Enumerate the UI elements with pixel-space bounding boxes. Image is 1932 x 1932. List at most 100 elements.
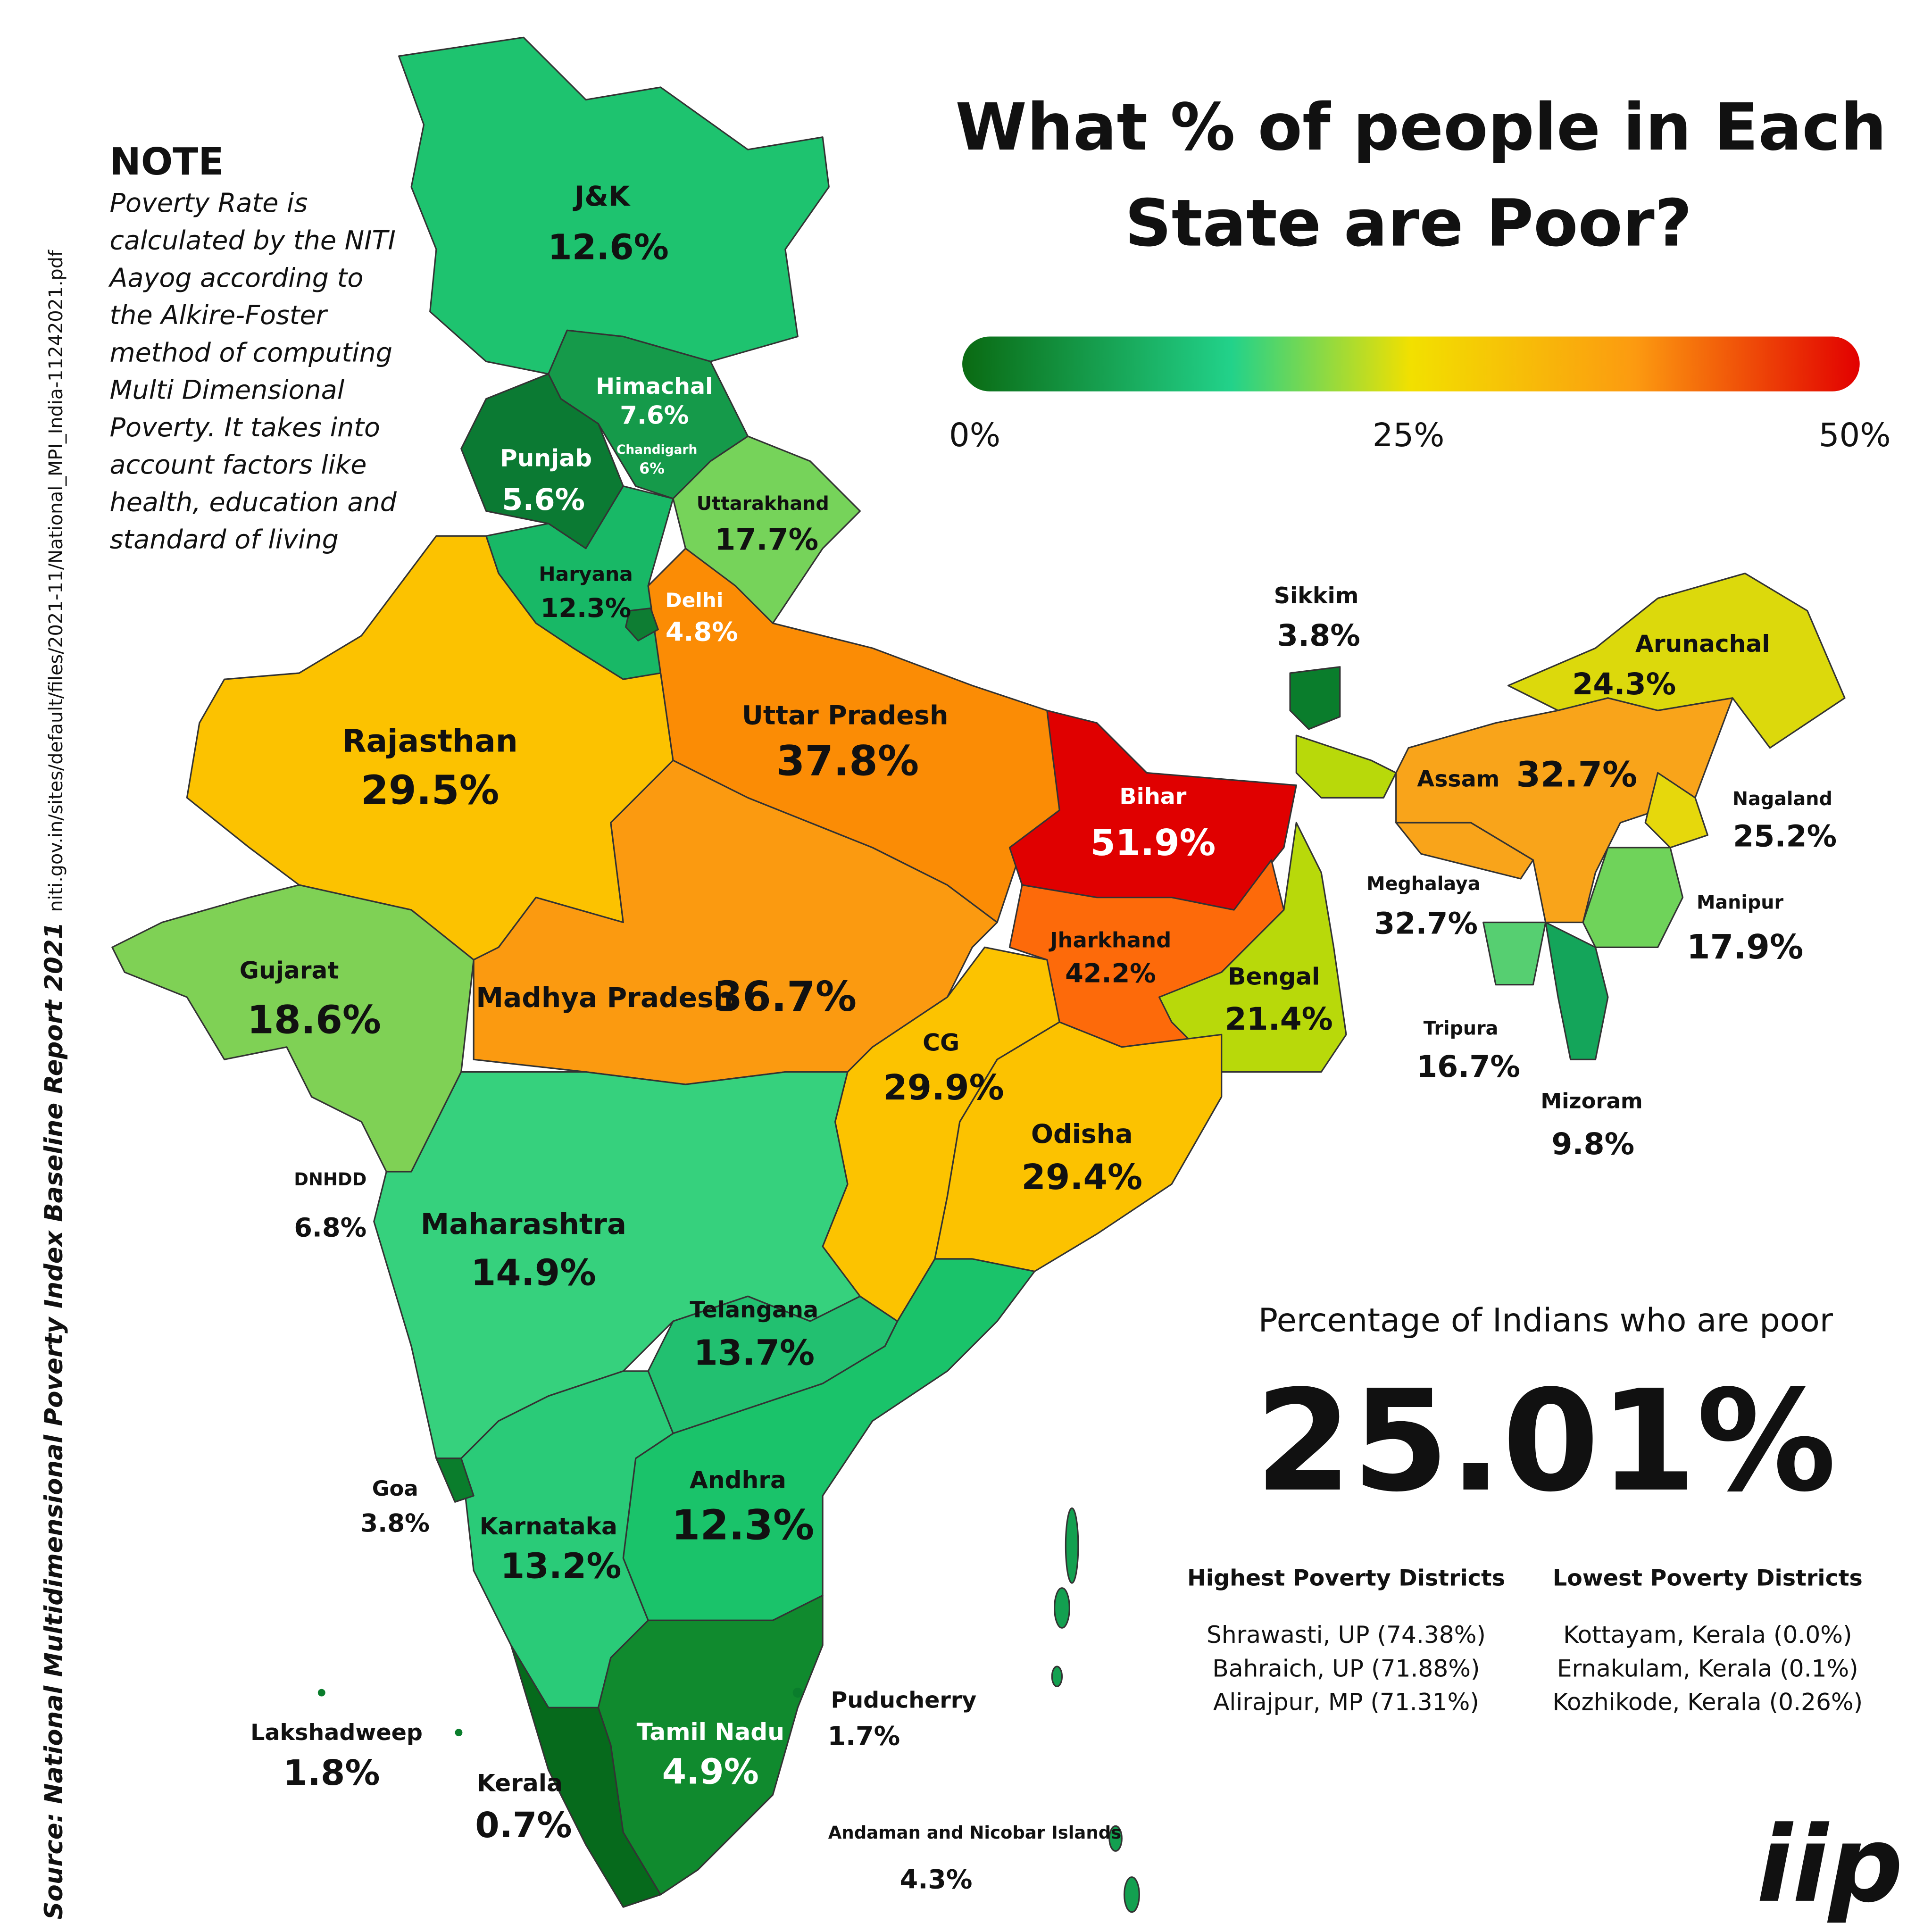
title: What % of people in Each bbox=[955, 90, 1886, 165]
region-name: J&K bbox=[573, 180, 631, 212]
region-value: 0.7% bbox=[475, 1805, 572, 1846]
region-value: 32.7% bbox=[1374, 906, 1478, 941]
region-name: Haryana bbox=[539, 562, 633, 585]
district-item: Alirajpur, MP (71.31%) bbox=[1213, 1688, 1479, 1716]
region-tripura bbox=[1482, 921, 1547, 986]
region-value: 37.8% bbox=[776, 737, 919, 785]
region-sikkim bbox=[1289, 666, 1341, 730]
region-lakshadweep bbox=[317, 1689, 325, 1697]
region-value: 12.3% bbox=[672, 1501, 814, 1549]
region-value: 9.8% bbox=[1551, 1126, 1634, 1161]
region-value: 6.8% bbox=[294, 1212, 366, 1243]
region-name: Puducherry bbox=[831, 1687, 976, 1713]
region-value: 17.9% bbox=[1687, 927, 1803, 966]
region-value: 12.6% bbox=[548, 227, 669, 268]
color-scale bbox=[962, 336, 1860, 391]
region-name: Telangana bbox=[690, 1297, 818, 1323]
lowest-heading: Lowest Poverty Districts bbox=[1553, 1565, 1863, 1591]
note-line: account factors like bbox=[110, 450, 367, 480]
region-name: Karnataka bbox=[480, 1512, 617, 1540]
note-line: Multi Dimensional bbox=[110, 375, 345, 406]
district-item: Bahraich, UP (71.88%) bbox=[1212, 1654, 1480, 1682]
region-nicobar bbox=[1108, 1825, 1123, 1852]
district-item: Shrawasti, UP (74.38%) bbox=[1207, 1621, 1486, 1649]
region-value: 7.6% bbox=[620, 401, 689, 430]
source-label: Source: National Multidimensional Povert… bbox=[40, 922, 68, 1920]
region-value: 25.2% bbox=[1733, 818, 1837, 853]
region-value: 16.7% bbox=[1416, 1049, 1520, 1084]
note-line: method of computing bbox=[110, 337, 392, 368]
region-name: Sikkim bbox=[1274, 583, 1359, 609]
region-name: Uttarakhand bbox=[697, 493, 829, 515]
region-name: Andaman and Nicobar Islands bbox=[828, 1823, 1121, 1843]
scale-tick-label: 0% bbox=[949, 416, 1000, 454]
region-value: 18.6% bbox=[247, 998, 381, 1043]
region-value: 14.9% bbox=[471, 1252, 596, 1294]
highest-heading: Highest Poverty Districts bbox=[1187, 1565, 1505, 1591]
note-line: calculated by the NITI bbox=[110, 225, 396, 256]
region-value: 3.8% bbox=[360, 1509, 430, 1538]
region-value: 29.9% bbox=[883, 1067, 1004, 1108]
region-goa bbox=[435, 1457, 475, 1503]
region-value: 4.9% bbox=[662, 1752, 759, 1792]
region-value: 1.7% bbox=[827, 1721, 900, 1752]
region-name: Lakshadweep bbox=[250, 1720, 423, 1746]
region-value: 29.4% bbox=[1021, 1157, 1142, 1198]
district-item: Kozhikode, Kerala (0.26%) bbox=[1552, 1688, 1863, 1716]
region-andaman bbox=[1054, 1587, 1070, 1629]
region-name: Assam bbox=[1417, 766, 1499, 792]
region-name: Goa bbox=[372, 1476, 418, 1501]
region-value: 24.3% bbox=[1572, 666, 1676, 701]
district-lists: Shrawasti, UP (74.38%) Bahraich, UP (71.8… bbox=[1207, 1621, 1863, 1716]
source-url: niti.gov.in/sites/default/files/2021-11/… bbox=[45, 250, 67, 912]
region-value: 29.5% bbox=[361, 767, 499, 813]
region-value: 13.2% bbox=[500, 1546, 622, 1587]
scale-tick-label: 25% bbox=[1373, 416, 1445, 454]
region-tamil-nadu bbox=[597, 1594, 824, 1896]
region-mizoram bbox=[1545, 921, 1609, 1060]
region-name: Manipur bbox=[1697, 891, 1784, 913]
region-value: 13.7% bbox=[693, 1333, 815, 1374]
region-value: 12.3% bbox=[541, 593, 632, 624]
region-value: 21.4% bbox=[1225, 1001, 1333, 1037]
region-value: 6% bbox=[639, 460, 665, 477]
summary-value: 25.01% bbox=[1255, 1360, 1836, 1523]
region-value: 36.7% bbox=[714, 973, 857, 1021]
region-name: Andhra bbox=[690, 1466, 786, 1494]
region-nicobar bbox=[1124, 1876, 1140, 1913]
region-name: Arunachal bbox=[1635, 630, 1770, 658]
map-regions bbox=[111, 36, 1846, 1913]
summary-heading: Percentage of Indians who are poor bbox=[1258, 1301, 1833, 1339]
note-line: Poverty. It takes into bbox=[110, 412, 380, 443]
source: Source: National Multidimensional Povert… bbox=[40, 250, 68, 1919]
title: State are Poor? bbox=[1125, 186, 1692, 261]
region-manipur bbox=[1582, 847, 1684, 948]
region-value: 1.8% bbox=[283, 1753, 380, 1793]
region-andaman bbox=[1065, 1507, 1079, 1584]
note-text: Poverty Rate is calculated by the NITI Aay… bbox=[108, 188, 397, 555]
region-name: Punjab bbox=[500, 444, 592, 472]
region-andaman bbox=[1051, 1666, 1063, 1687]
region-value: 4.3% bbox=[900, 1865, 973, 1895]
region-value: 17.7% bbox=[715, 522, 818, 557]
region-name: Tamil Nadu bbox=[637, 1718, 784, 1746]
region-meghalaya bbox=[1395, 822, 1534, 880]
region-name: Chandigarh bbox=[616, 442, 697, 457]
region-value: 51.9% bbox=[1090, 822, 1216, 864]
logo: iip bbox=[1757, 1804, 1903, 1926]
region-name: Mizoram bbox=[1541, 1088, 1642, 1113]
region-name: Gujarat bbox=[240, 956, 339, 984]
region-name: Kerala bbox=[477, 1769, 563, 1797]
region-name: Maharashtra bbox=[421, 1208, 626, 1241]
note-line: Aayog according to bbox=[108, 263, 364, 293]
note-heading: NOTE bbox=[110, 140, 224, 183]
district-item: Ernakulam, Kerala (0.1%) bbox=[1557, 1654, 1858, 1682]
region-value: 3.8% bbox=[1277, 618, 1360, 653]
region-lakshadweep bbox=[455, 1729, 463, 1737]
region-name: CG bbox=[923, 1029, 959, 1057]
region-name: Himachal bbox=[596, 374, 713, 400]
region-name: DNHDD bbox=[294, 1169, 366, 1190]
scale-tick-label: 50% bbox=[1819, 416, 1891, 454]
region-name: Rajasthan bbox=[342, 723, 518, 759]
